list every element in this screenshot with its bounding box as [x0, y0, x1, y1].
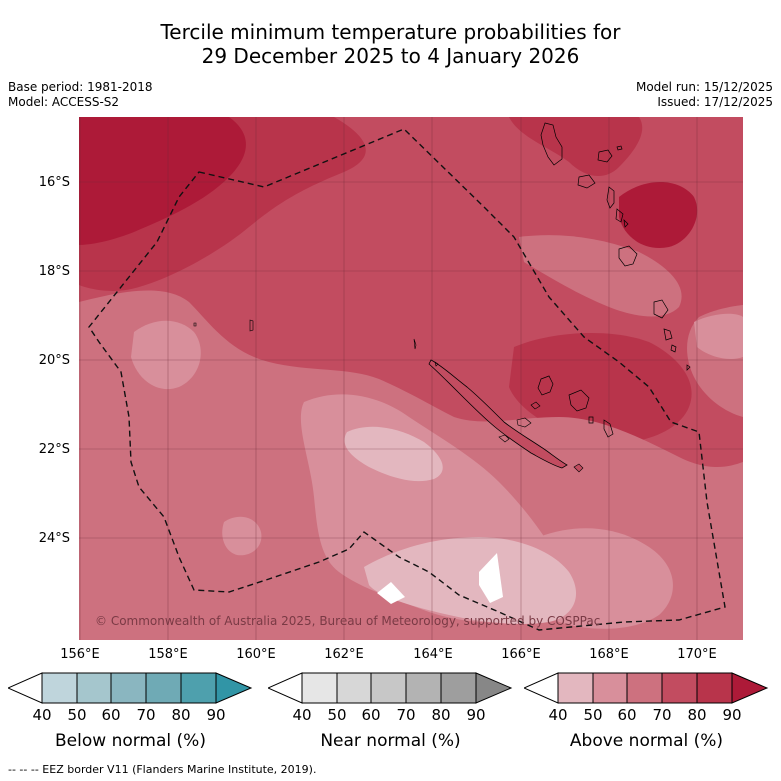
near-tick: 50: [327, 706, 347, 724]
near-swatch-3: [370, 672, 407, 704]
colorbar-above-label: Above normal (%): [569, 731, 724, 751]
colorbar-above: [524, 672, 769, 704]
eez-legend-note: -- -- -- EEZ border V11 (Flanders Marine…: [8, 763, 317, 776]
colorbar-above-svg: [524, 672, 769, 704]
near-arrow-low: [268, 672, 303, 704]
above-tick: 90: [722, 706, 742, 724]
above-arrow-low: [524, 672, 559, 704]
vanuatu-outlines: [540, 122, 691, 371]
lat-label-16s: 16°S: [38, 175, 70, 190]
near-swatch-4: [405, 672, 442, 704]
contour-50-west: [131, 320, 201, 390]
contour-50-east-spot: [694, 313, 743, 359]
contour-90-northwest: [79, 117, 246, 245]
meta-left: Base period: 1981-2018 Model: ACCESS-S2: [8, 80, 153, 110]
below-arrow-high: [215, 672, 253, 704]
above-swatch-5: [696, 672, 733, 704]
colorbar-below-label: Below normal (%): [55, 731, 206, 751]
below-swatch-4: [145, 672, 182, 704]
near-swatch-2: [336, 672, 372, 704]
lat-label-18s: 18°S: [38, 264, 70, 279]
below-tick: 50: [67, 706, 87, 724]
chart-title-line2: 29 December 2025 to 4 January 2026: [201, 44, 580, 68]
above-swatch-4: [661, 672, 698, 704]
lon-label-170e: 170°E: [677, 647, 717, 662]
new-caledonia-outline: [428, 359, 568, 469]
eez-border: [88, 128, 726, 631]
contour-60-northeast: [519, 235, 682, 317]
isle-of-pines-outline: [573, 463, 584, 473]
colorbar-below: [8, 672, 253, 704]
above-arrow-high: [731, 672, 769, 704]
lat-label-24s: 24°S: [38, 531, 70, 546]
near-tick: 60: [361, 706, 381, 724]
lon-label-162e: 162°E: [324, 647, 364, 662]
below-swatch-5: [180, 672, 217, 704]
near-swatch-5: [440, 672, 477, 704]
near-tick: 40: [292, 706, 312, 724]
loyalty-islands-outline: [498, 401, 541, 443]
colorbar-below-ticks: 40 50 60 70 80 90: [8, 706, 253, 724]
lon-label-164e: 164°E: [413, 647, 453, 662]
colorbar-below-svg: [8, 672, 253, 704]
contour-40-south: [364, 537, 577, 625]
contour-80-east-band: [509, 332, 692, 443]
chart-title-line1: Tercile minimum temperature probabilitie…: [160, 20, 621, 44]
lon-label-158e: 158°E: [148, 647, 188, 662]
graticule: [79, 117, 743, 640]
chesterfield-islets-outline: [193, 319, 254, 332]
meta-right: Model run: 15/12/2025 Issued: 17/12/2025: [636, 80, 773, 110]
lat-label-22s: 22°S: [38, 442, 70, 457]
lon-label-168e: 168°E: [589, 647, 629, 662]
lat-label-20s: 20°S: [38, 353, 70, 368]
contour-90-northeast: [619, 182, 698, 248]
above-tick: 50: [583, 706, 603, 724]
probability-map: [79, 117, 743, 640]
above-tick: 70: [652, 706, 672, 724]
colorbar-near: [268, 672, 513, 704]
above-tick: 40: [548, 706, 568, 724]
near-normal-contour-b: [479, 553, 503, 603]
copyright-notice: © Commonwealth of Australia 2025, Bureau…: [95, 614, 601, 628]
colorbar-near-ticks: 40 50 60 70 80 90: [268, 706, 513, 724]
colorbar-near-svg: [268, 672, 513, 704]
contour-50-sw-spot: [222, 516, 262, 556]
near-tick: 90: [466, 706, 486, 724]
belep-islets-outline: [413, 338, 439, 367]
colorbar-above-ticks: 40 50 60 70 80 90: [524, 706, 769, 724]
model-name: Model: ACCESS-S2: [8, 95, 120, 109]
base-period: Base period: 1981-2018: [8, 80, 153, 94]
issued-date: Issued: 17/12/2025: [657, 95, 773, 109]
above-swatch-3: [626, 672, 663, 704]
below-tick: 90: [206, 706, 226, 724]
below-swatch-2: [76, 672, 112, 704]
near-normal-contour-a: [377, 582, 405, 604]
lon-label-160e: 160°E: [236, 647, 276, 662]
model-run: Model run: 15/12/2025: [635, 80, 773, 94]
above-swatch-2: [592, 672, 628, 704]
near-swatch-1: [301, 672, 338, 704]
above-tick: 60: [617, 706, 637, 724]
near-tick: 80: [431, 706, 451, 724]
above-swatch-1: [557, 672, 594, 704]
below-arrow-low: [8, 672, 43, 704]
colorbar-near-label: Near normal (%): [320, 731, 461, 751]
loyalty-east-outlines: [537, 375, 614, 438]
below-tick: 60: [101, 706, 121, 724]
near-arrow-high: [475, 672, 513, 704]
below-swatch-3: [110, 672, 147, 704]
lon-label-156e: 156°E: [60, 647, 100, 662]
below-tick: 80: [171, 706, 191, 724]
below-tick: 70: [136, 706, 156, 724]
below-tick: 40: [32, 706, 52, 724]
near-tick: 70: [396, 706, 416, 724]
above-tick: 80: [687, 706, 707, 724]
contour-40-center: [344, 426, 443, 482]
below-swatch-1: [41, 672, 78, 704]
lon-label-166e: 166°E: [501, 647, 541, 662]
